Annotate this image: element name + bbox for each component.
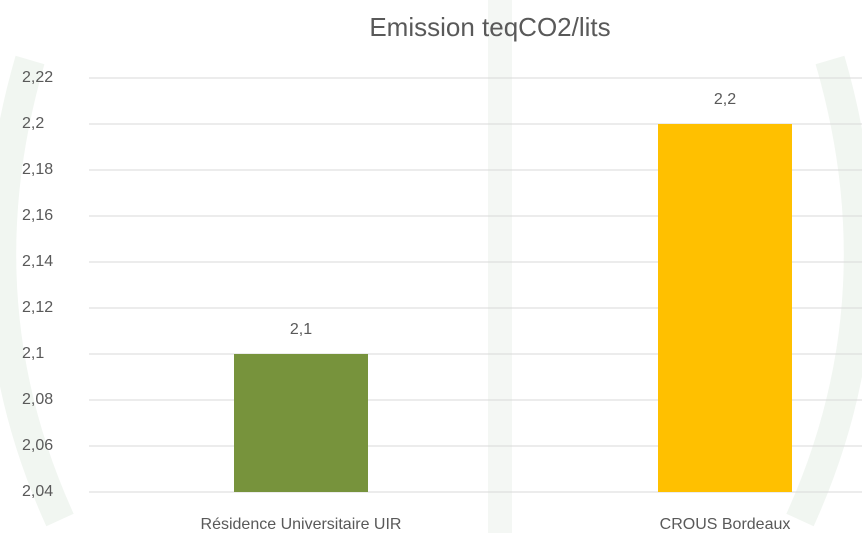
x-tick-label: Résidence Universitaire UIR xyxy=(201,516,402,533)
chart-title: Emission teqCO2/lits xyxy=(369,12,610,42)
y-tick-label: 2,1 xyxy=(22,345,44,362)
y-tick-label: 2,12 xyxy=(22,299,53,316)
bar xyxy=(234,354,368,492)
y-tick-label: 2,2 xyxy=(22,115,44,132)
y-tick-label: 2,04 xyxy=(22,483,53,500)
data-label: 2,1 xyxy=(290,321,312,338)
y-tick-label: 2,22 xyxy=(22,69,53,86)
y-tick-label: 2,18 xyxy=(22,161,53,178)
bar xyxy=(658,124,792,492)
y-tick-label: 2,08 xyxy=(22,391,53,408)
x-tick-label: CROUS Bordeaux xyxy=(660,516,791,533)
y-tick-label: 2,16 xyxy=(22,207,53,224)
y-tick-label: 2,14 xyxy=(22,253,53,270)
y-tick-label: 2,06 xyxy=(22,437,53,454)
data-label: 2,2 xyxy=(714,91,736,108)
